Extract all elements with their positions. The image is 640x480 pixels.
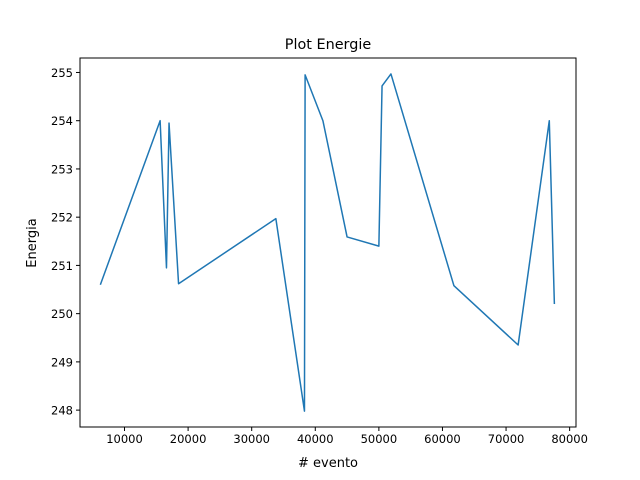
x-tick-label: 70000 — [488, 432, 525, 446]
y-tick-label: 252 — [51, 211, 73, 225]
x-tick-label: 80000 — [551, 432, 588, 446]
x-tick-label: 30000 — [233, 432, 270, 446]
plot-area — [99, 73, 556, 412]
y-tick-label: 253 — [51, 162, 73, 176]
series-line — [99, 73, 556, 412]
x-tick-label: 10000 — [106, 432, 143, 446]
x-tick-label: 20000 — [170, 432, 207, 446]
y-tick-label: 250 — [51, 307, 73, 321]
x-axis-ticks: 10000 20000 30000 40000 50000 60000 70000 80000 — [106, 427, 588, 446]
y-tick-label: 255 — [51, 66, 73, 80]
x-axis-label: # evento — [298, 456, 358, 471]
y-tick-label: 248 — [51, 404, 73, 418]
y-tick-label: 251 — [51, 259, 73, 273]
axes-frame — [79, 57, 577, 428]
y-axis-label: Energia — [25, 218, 40, 267]
y-tick-label: 249 — [51, 355, 73, 369]
y-axis-ticks: 248 249 250 251 252 253 254 255 — [51, 66, 80, 418]
chart-title: Plot Energie — [285, 37, 372, 53]
x-tick-label: 50000 — [361, 432, 398, 446]
x-tick-label: 40000 — [297, 432, 334, 446]
y-tick-label: 254 — [51, 114, 73, 128]
x-tick-label: 60000 — [424, 432, 461, 446]
axes — [79, 57, 577, 428]
